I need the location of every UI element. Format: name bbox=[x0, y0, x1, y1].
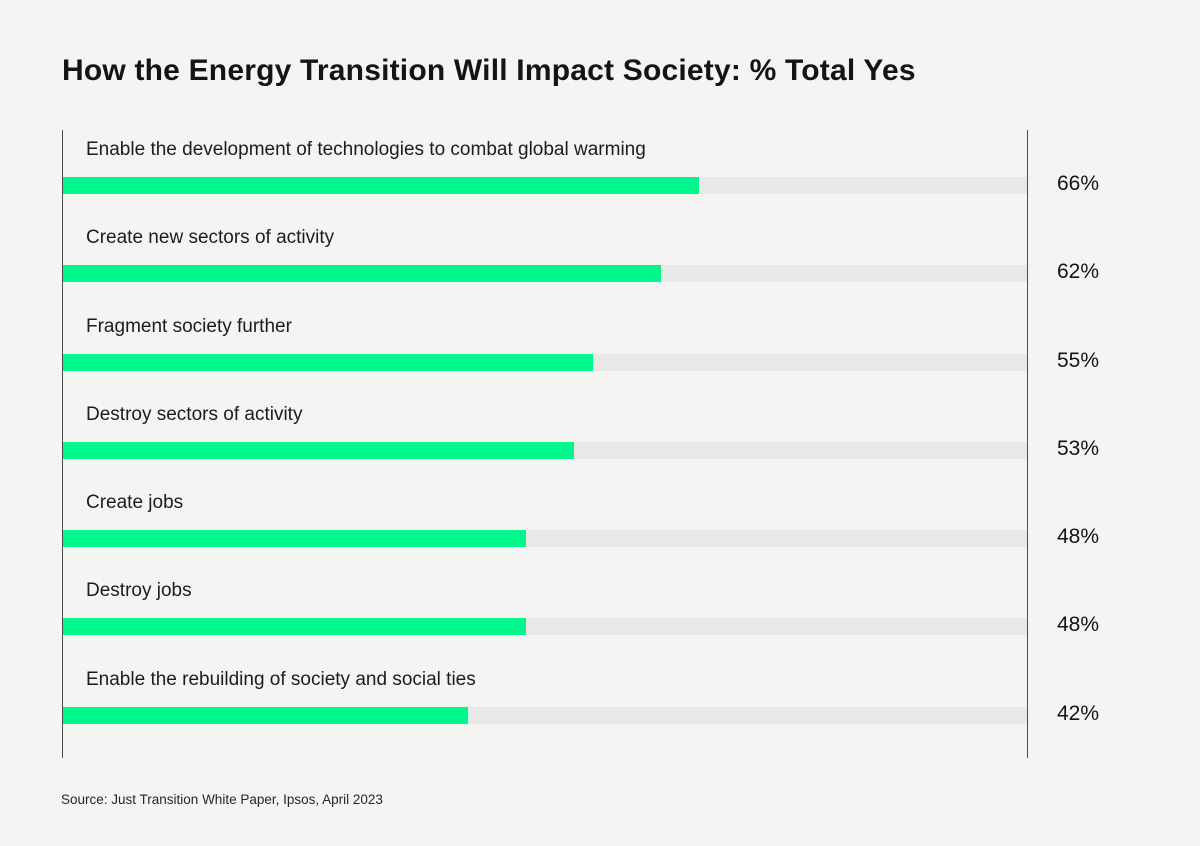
bar-row: Destroy jobs 48% bbox=[63, 571, 1099, 659]
bar-track bbox=[63, 265, 1027, 283]
bar-label: Enable the development of technologies t… bbox=[86, 139, 646, 160]
bar-fill bbox=[63, 706, 468, 724]
bar-value: 48% bbox=[1057, 613, 1100, 637]
bar-row: Create jobs 48% bbox=[63, 483, 1099, 571]
bar-fill bbox=[63, 353, 594, 371]
bar-value: 55% bbox=[1057, 348, 1100, 372]
bar-fill bbox=[63, 265, 661, 283]
bar-track bbox=[63, 706, 1027, 724]
bar-label: Destroy jobs bbox=[86, 580, 192, 602]
bar-value: 66% bbox=[1057, 172, 1100, 195]
bar-track bbox=[63, 177, 1027, 194]
bar-label: Create jobs bbox=[86, 492, 184, 514]
bar-track bbox=[63, 530, 1027, 548]
bar-label: Fragment society further bbox=[86, 315, 292, 337]
chart-title: How the Energy Transition Will Impact So… bbox=[62, 54, 916, 87]
bar-fill bbox=[63, 441, 574, 459]
bar-value: 42% bbox=[1057, 701, 1100, 725]
bar-label: Destroy sectors of activity bbox=[86, 403, 303, 425]
bar-row: Enable the development of technologies t… bbox=[63, 130, 1099, 218]
bar-row: Fragment society further 55% bbox=[63, 307, 1099, 395]
source-note: Source: Just Transition White Paper, Ips… bbox=[61, 792, 383, 807]
bar-value: 48% bbox=[1057, 525, 1100, 549]
bar-track bbox=[63, 353, 1027, 371]
bar-row: Destroy sectors of activity 53% bbox=[63, 395, 1099, 483]
bar-chart: Enable the development of technologies t… bbox=[62, 130, 1099, 758]
bar-row: Enable the rebuilding of society and soc… bbox=[63, 660, 1099, 748]
bar-rows: Enable the development of technologies t… bbox=[63, 130, 1099, 758]
bar-track bbox=[63, 441, 1027, 459]
bar-fill bbox=[63, 530, 526, 548]
bar-value: 62% bbox=[1057, 260, 1100, 284]
bar-label: Create new sectors of activity bbox=[86, 227, 335, 249]
bar-value: 53% bbox=[1057, 436, 1100, 460]
bar-track bbox=[63, 618, 1027, 636]
bar-fill bbox=[63, 177, 700, 194]
bar-row: Create new sectors of activity 62% bbox=[63, 218, 1099, 306]
bar-label: Enable the rebuilding of society and soc… bbox=[86, 668, 476, 690]
bar-fill bbox=[63, 618, 526, 636]
